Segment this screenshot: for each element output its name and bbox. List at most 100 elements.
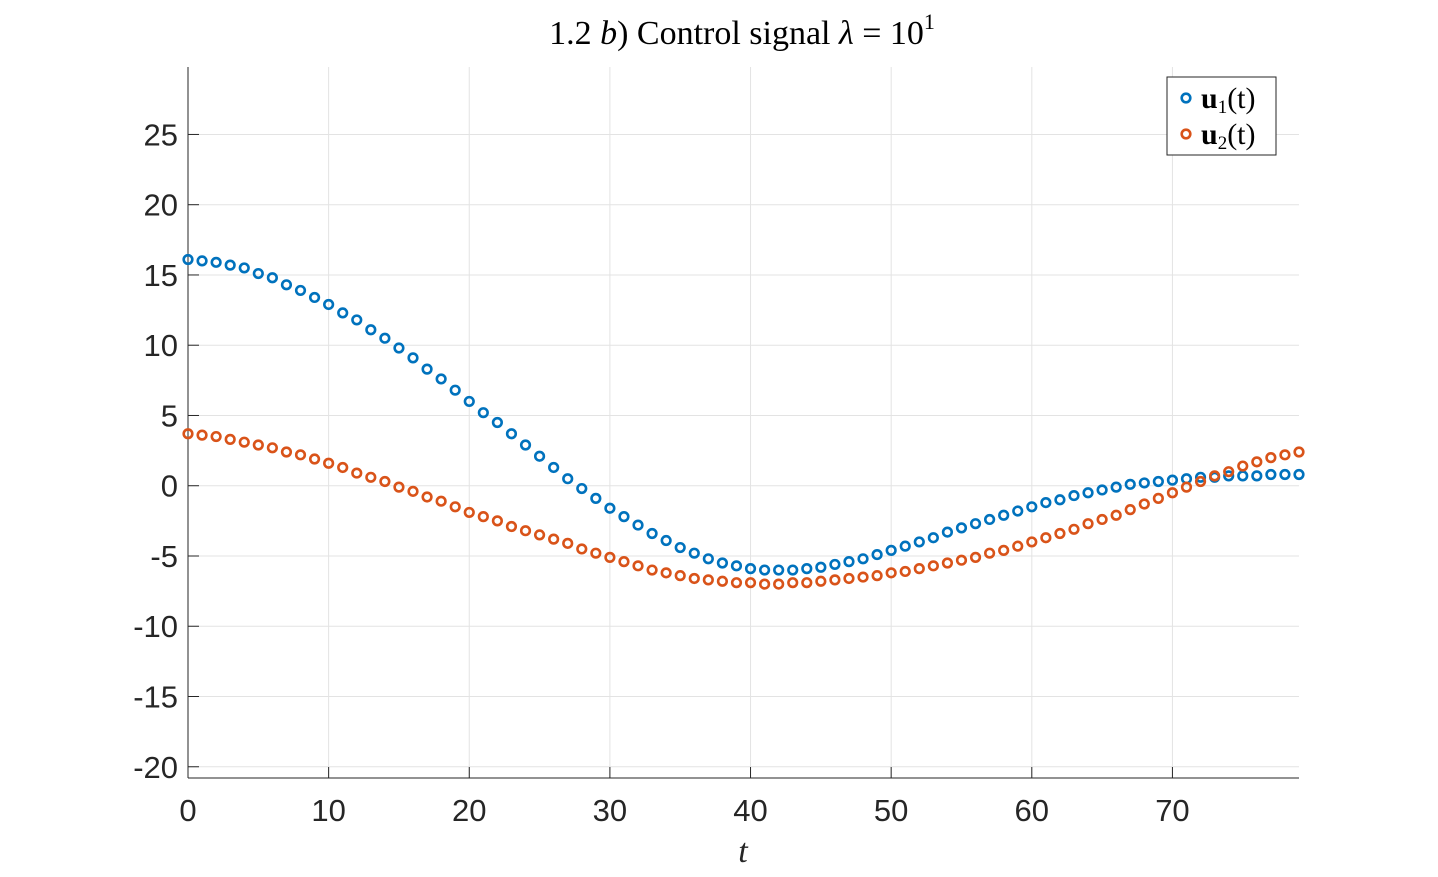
data-point — [1054, 494, 1066, 506]
data-point — [1180, 481, 1193, 493]
grid — [187, 67, 1299, 778]
data-point — [548, 533, 560, 545]
data-point — [815, 575, 827, 587]
data-point — [407, 485, 419, 497]
data-point — [913, 536, 925, 548]
data-point — [927, 560, 939, 572]
data-point — [843, 556, 855, 568]
series-layer — [182, 253, 1305, 590]
data-point — [1223, 470, 1235, 482]
data-point — [337, 461, 349, 474]
data-point — [941, 557, 954, 569]
data-point — [407, 352, 419, 364]
y-tick-label: 10 — [144, 328, 178, 363]
data-point — [1068, 523, 1080, 535]
data-point — [533, 450, 546, 462]
x-tick-label: 30 — [593, 793, 627, 828]
title-lambda: λ — [838, 15, 854, 52]
data-point — [421, 363, 433, 375]
data-point — [744, 577, 757, 589]
data-point — [1082, 487, 1094, 499]
data-point — [1054, 527, 1066, 540]
data-point — [1096, 484, 1108, 496]
title-equals: = 10 — [854, 15, 924, 52]
data-point — [758, 578, 771, 590]
data-point — [308, 291, 321, 304]
data-point — [1096, 513, 1108, 526]
data-point — [1209, 470, 1221, 482]
data-point — [449, 501, 461, 513]
y-tick-label: -5 — [150, 539, 178, 574]
data-point — [1152, 475, 1164, 488]
data-point — [1293, 468, 1305, 481]
y-tick-label: 15 — [144, 258, 178, 293]
x-tick-label: 10 — [311, 793, 345, 828]
data-point — [323, 298, 335, 311]
data-point — [252, 267, 264, 280]
legend-u2-symbol: u — [1201, 118, 1218, 151]
data-point — [1040, 496, 1052, 509]
data-point — [519, 439, 532, 451]
data-point — [702, 553, 714, 565]
data-point — [576, 482, 588, 495]
data-point — [829, 574, 841, 586]
data-point — [1194, 475, 1207, 488]
data-point — [266, 442, 278, 454]
y-tick-label: -15 — [133, 680, 178, 715]
data-point — [660, 567, 672, 579]
data-point — [913, 563, 925, 575]
data-point — [1110, 481, 1122, 493]
data-point — [224, 259, 236, 271]
data-point — [1152, 492, 1164, 504]
data-point — [294, 284, 307, 297]
legend-u1-subscript: 1 — [1218, 97, 1228, 118]
data-point — [365, 471, 377, 483]
data-point — [393, 481, 405, 493]
data-point — [801, 577, 813, 589]
data-point — [1166, 474, 1179, 486]
data-point — [1026, 501, 1038, 513]
data-point — [1223, 466, 1235, 478]
data-point — [688, 572, 700, 585]
data-point — [660, 534, 672, 547]
data-point — [491, 515, 503, 527]
x-axis-label: t — [738, 833, 749, 870]
data-point — [1251, 456, 1263, 468]
data-point — [1265, 468, 1277, 481]
data-point — [435, 495, 447, 507]
data-point — [421, 491, 433, 503]
data-point — [702, 574, 714, 586]
data-point — [379, 475, 391, 488]
data-point — [871, 548, 883, 561]
title-italic-letter: b — [600, 15, 617, 52]
data-point — [1251, 470, 1263, 482]
data-point — [885, 544, 897, 556]
legend-label-u1: u1(t) — [1201, 82, 1256, 118]
data-point — [1279, 449, 1291, 461]
legend-label-u2: u2(t) — [1201, 118, 1256, 154]
data-point — [618, 556, 630, 568]
data-point — [998, 509, 1010, 521]
data-point — [548, 461, 560, 474]
x-tick-label: 20 — [452, 793, 486, 828]
data-point — [1082, 518, 1094, 530]
legend-u2-tail: (t) — [1227, 118, 1255, 151]
data-point — [1265, 452, 1277, 464]
data-point — [505, 428, 518, 440]
y-tick-label: 25 — [144, 117, 178, 152]
data-point — [1068, 489, 1080, 502]
data-point — [829, 558, 841, 571]
data-point — [196, 255, 208, 267]
data-point — [562, 537, 574, 549]
legend: u1(t) u2(t) — [1166, 76, 1277, 156]
data-point — [266, 272, 278, 284]
x-tick-label: 50 — [874, 793, 908, 828]
data-point — [730, 560, 743, 572]
data-point — [590, 547, 602, 559]
y-tick-label: 5 — [161, 398, 178, 433]
data-point — [379, 332, 391, 344]
data-point — [1040, 532, 1052, 544]
data-point — [857, 571, 869, 583]
data-point — [449, 384, 461, 396]
